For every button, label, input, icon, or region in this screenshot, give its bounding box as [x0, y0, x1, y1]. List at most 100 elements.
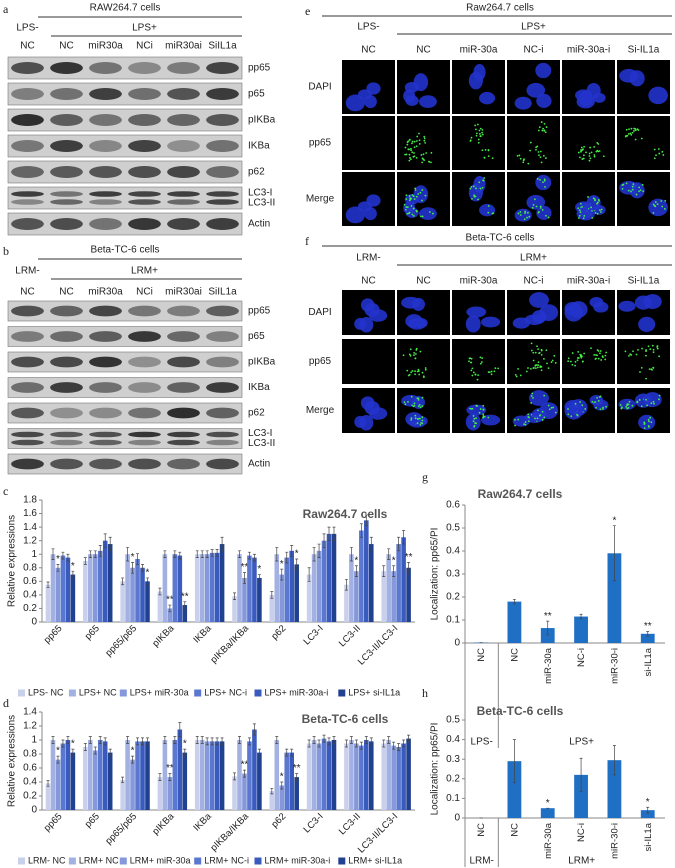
- pp65-signal: [597, 150, 600, 153]
- bar: [219, 741, 225, 810]
- pp65-signal: [543, 394, 546, 397]
- pp65-signal: [604, 358, 607, 361]
- row-label: LC3-I: [248, 188, 272, 199]
- pp65-signal: [423, 139, 426, 142]
- pp65-signal: [543, 178, 546, 181]
- pp65-signal: [406, 206, 409, 209]
- pp65-signal: [416, 135, 419, 138]
- legend-swatch: [338, 857, 346, 865]
- pp65-signal: [545, 157, 547, 159]
- error-bar: [145, 737, 149, 746]
- pp65-signal: [417, 193, 420, 195]
- nucleus: [629, 70, 645, 87]
- legend-swatch: [68, 857, 76, 865]
- pp65-signal: [580, 149, 582, 151]
- pp65-signal: [475, 404, 478, 407]
- x-tick-label: pIKBa: [150, 811, 177, 838]
- column-label: NC-i: [524, 45, 544, 56]
- pp65-signal: [424, 368, 427, 371]
- panel-title: Raw264.7 cells: [466, 3, 534, 14]
- nucleus: [345, 94, 366, 112]
- blot-band: [50, 199, 83, 205]
- nucleus: [468, 71, 483, 90]
- row-label: p62: [248, 408, 265, 419]
- nucleus: [648, 198, 668, 217]
- pp65-signal: [470, 186, 473, 188]
- pp65-signal: [421, 189, 424, 191]
- bar: [368, 544, 374, 622]
- x-tick-label: miR-30a: [543, 647, 554, 684]
- row-label: Merge: [306, 194, 335, 205]
- bar: [289, 550, 294, 622]
- y-tick-label: 0.5: [446, 523, 460, 534]
- pp65-signal: [419, 350, 422, 353]
- blot-band: [89, 356, 122, 368]
- error-bar: [215, 549, 219, 557]
- bar: [70, 752, 76, 810]
- pp65-signal: [583, 214, 586, 217]
- legend-label: LRM+ NC: [79, 855, 119, 865]
- pp65-signal: [421, 215, 424, 218]
- pp65-signal: [656, 347, 659, 350]
- bar: [391, 745, 396, 810]
- micrograph: [397, 388, 450, 433]
- pp65-signal: [529, 141, 532, 144]
- pp65-signal: [404, 146, 407, 149]
- pp65-signal: [469, 187, 472, 190]
- error-bar: [66, 736, 70, 744]
- row-label: Merge: [306, 405, 335, 416]
- row-label: pIKBa: [248, 357, 276, 368]
- significance: **: [241, 760, 249, 771]
- bar: [247, 741, 252, 810]
- error-bar: [205, 550, 209, 558]
- bar: [83, 561, 88, 622]
- bar: [60, 743, 66, 810]
- nucleus: [514, 208, 532, 222]
- significance: *: [612, 515, 616, 526]
- blot-band: [206, 88, 239, 100]
- legend-label: LRM+ miR-30a-i: [265, 855, 331, 865]
- row-label: pp65: [309, 138, 332, 149]
- significance: *: [131, 552, 135, 563]
- blot-band: [167, 88, 200, 100]
- bar: [162, 554, 168, 622]
- pp65-signal: [540, 353, 543, 356]
- bar: [326, 533, 332, 622]
- blot-band: [167, 166, 200, 178]
- error-bar: [210, 549, 214, 557]
- error-bar: [56, 755, 60, 764]
- error-bar: [349, 547, 353, 562]
- pp65-signal: [475, 134, 478, 137]
- row-label: IKBa: [248, 141, 270, 152]
- error-bar: [307, 567, 311, 582]
- bar: [135, 558, 140, 622]
- pp65-signal: [482, 408, 485, 411]
- y-tick-label: 0.4: [23, 777, 37, 788]
- pp65-signal: [631, 188, 634, 191]
- pp65-signal: [472, 420, 475, 423]
- bar: [540, 808, 555, 818]
- error-bar: [88, 550, 92, 558]
- blot-band: [128, 407, 161, 419]
- pp65-signal: [630, 353, 633, 356]
- pp65-signal: [538, 414, 541, 417]
- pp65-signal: [542, 154, 545, 157]
- y-axis-label: Relative expressions: [7, 515, 18, 607]
- error-bar: [275, 547, 279, 562]
- pp65-signal: [535, 148, 537, 151]
- nucleus: [526, 194, 546, 210]
- pp65-signal: [418, 373, 421, 376]
- bar: [97, 740, 103, 810]
- error-bar: [141, 564, 145, 572]
- pp65-signal: [422, 376, 425, 378]
- row-label: LC3-II: [248, 438, 275, 449]
- pp65-signal: [421, 199, 423, 202]
- pp65-signal: [406, 212, 409, 215]
- pp65-signal: [602, 407, 604, 410]
- y-tick-label: 1.2: [23, 535, 37, 546]
- error-bar: [173, 736, 177, 744]
- pp65-signal: [410, 418, 413, 421]
- bar: [182, 605, 188, 622]
- pp65-signal: [527, 162, 530, 165]
- blot-band: [50, 439, 83, 446]
